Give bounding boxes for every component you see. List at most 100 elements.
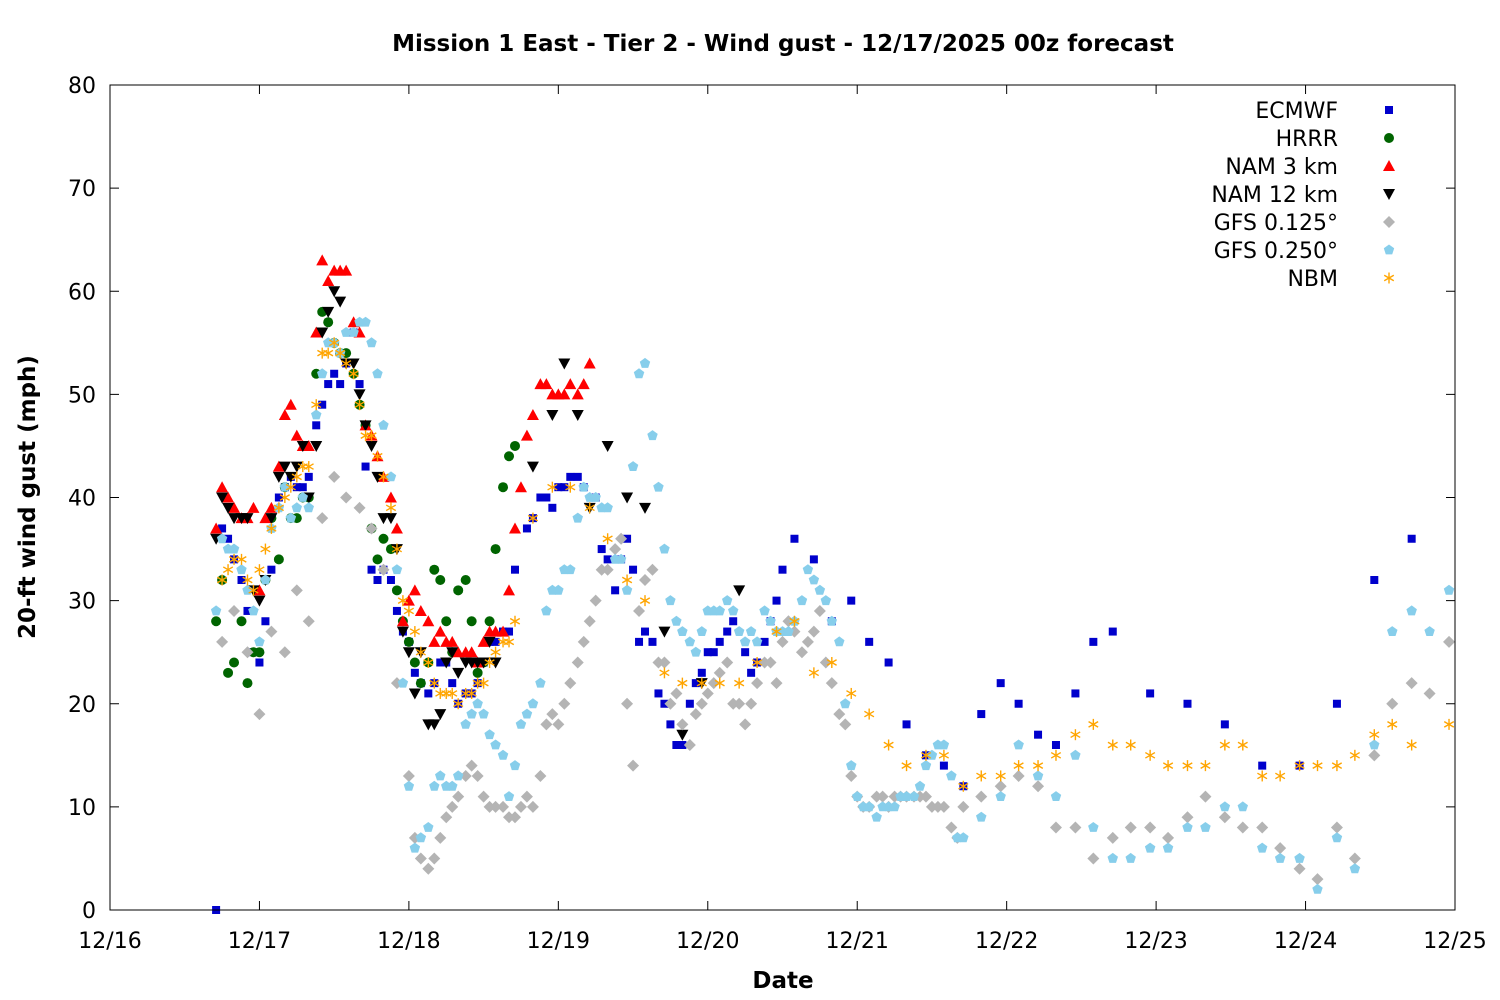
data-point (397, 595, 409, 607)
data-point (678, 741, 687, 749)
data-point (508, 811, 521, 824)
data-point (253, 595, 266, 607)
data-point (228, 501, 241, 513)
data-point (1014, 699, 1023, 708)
data-point (353, 501, 366, 514)
data-point (440, 657, 453, 669)
data-point (514, 481, 527, 493)
data-point (820, 595, 832, 606)
data-point (520, 790, 533, 803)
data-point (510, 565, 519, 574)
data-point (540, 378, 553, 390)
data-point (589, 594, 602, 607)
legend-entry: GFS 0.125° (1214, 211, 1395, 236)
data-point (846, 760, 857, 771)
data-point (385, 471, 397, 482)
data-point (242, 574, 253, 586)
data-point (1049, 821, 1062, 834)
data-point (771, 626, 782, 638)
data-point (689, 708, 702, 721)
data-point (1070, 729, 1081, 741)
legend-marker (1383, 216, 1395, 228)
data-point (1146, 689, 1155, 698)
data-point (1032, 780, 1045, 793)
data-point (573, 472, 582, 481)
data-point (664, 697, 677, 710)
data-point (697, 668, 706, 677)
data-point (541, 605, 552, 616)
y-tick-label: 50 (68, 383, 96, 408)
data-point (729, 617, 738, 626)
data-point (1275, 770, 1286, 782)
data-point (489, 800, 502, 813)
data-point (846, 687, 857, 699)
data-point (274, 493, 283, 502)
data-point (833, 708, 846, 721)
data-point (1423, 687, 1436, 700)
plot-area (210, 254, 1456, 914)
data-point (863, 801, 875, 812)
data-point (526, 461, 539, 473)
data-point (216, 574, 228, 586)
data-point (790, 534, 799, 543)
data-point (558, 358, 571, 370)
data-point (639, 502, 652, 514)
data-point (1183, 699, 1192, 708)
data-point (865, 637, 874, 646)
legend-entry: ECMWF (1255, 99, 1393, 124)
data-point (323, 347, 334, 359)
data-point (976, 811, 987, 822)
data-point (521, 708, 533, 719)
data-point (447, 780, 458, 791)
data-point (1331, 760, 1343, 772)
data-point (834, 636, 845, 647)
data-point (372, 554, 383, 565)
data-point (266, 522, 277, 534)
x-tick-label: 12/17 (228, 929, 291, 954)
data-point (1257, 842, 1268, 853)
data-point (995, 770, 1006, 782)
data-point (236, 553, 247, 565)
data-point (322, 306, 335, 318)
data-point (265, 625, 278, 638)
data-point (472, 698, 483, 709)
data-point (424, 689, 433, 698)
data-point (223, 667, 234, 678)
data-point (340, 491, 353, 504)
data-point (273, 502, 285, 514)
data-point (228, 543, 240, 554)
data-point (659, 543, 670, 554)
data-point (460, 575, 471, 585)
data-point (901, 760, 912, 772)
legend-entry: HRRR (1276, 127, 1394, 152)
data-point (222, 502, 235, 514)
data-point (1387, 718, 1398, 730)
data-point (770, 677, 783, 690)
data-point (490, 739, 501, 750)
data-point (372, 450, 383, 462)
data-point (365, 522, 378, 535)
data-point (242, 678, 253, 689)
data-point (654, 689, 663, 698)
data-point (1106, 831, 1119, 844)
data-point (392, 606, 401, 615)
data-point (760, 637, 769, 646)
data-point (1107, 739, 1118, 751)
data-point (391, 543, 403, 555)
data-point (1108, 627, 1117, 636)
data-point (355, 380, 364, 389)
data-point (701, 687, 714, 700)
x-tick-label: 12/18 (377, 929, 440, 954)
data-point (520, 429, 533, 441)
data-point (765, 615, 776, 626)
data-point (571, 656, 584, 669)
data-point (751, 636, 763, 647)
data-point (483, 636, 496, 648)
legend-label: GFS 0.125° (1214, 211, 1338, 236)
series-gfs-0-250- (210, 316, 1455, 894)
data-point (441, 616, 452, 627)
data-point (611, 586, 620, 595)
data-point (819, 656, 832, 669)
data-point (696, 626, 707, 636)
data-point (311, 399, 322, 411)
